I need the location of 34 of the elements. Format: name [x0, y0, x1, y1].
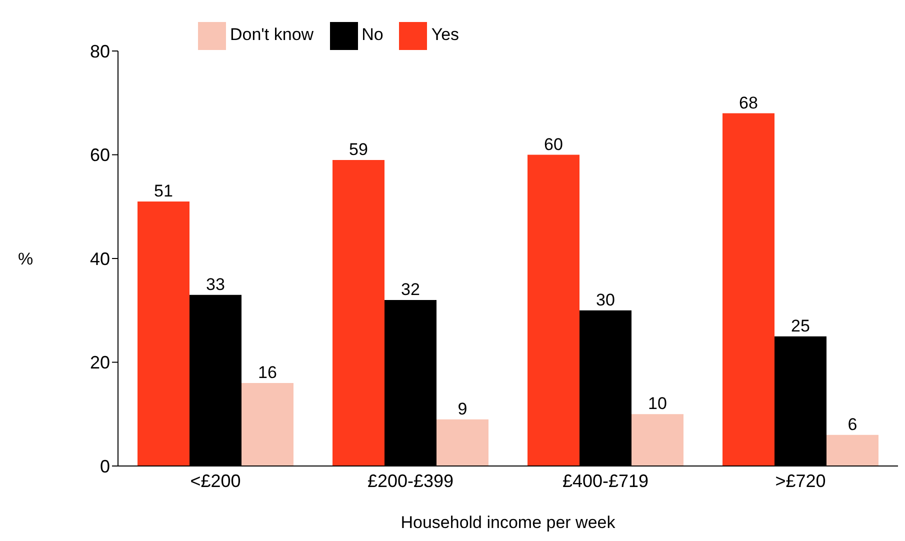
data-label: 9 — [458, 399, 468, 418]
data-label: 59 — [349, 140, 368, 159]
y-tick-label: 0 — [100, 456, 110, 476]
x-tick-label: £200-£399 — [367, 470, 454, 491]
legend-label: Don't know — [230, 25, 314, 44]
bar — [242, 383, 294, 466]
data-label: 60 — [544, 134, 563, 154]
y-tick-label: 20 — [90, 352, 110, 373]
y-tick-label: 60 — [90, 145, 110, 166]
bar — [528, 154, 580, 466]
data-label: 25 — [791, 316, 810, 336]
y-tick-label: 80 — [90, 41, 110, 62]
x-axis-title: Household income per week — [400, 513, 616, 532]
bar — [138, 201, 190, 466]
bar — [826, 434, 878, 466]
legend-label: No — [362, 25, 384, 44]
bar — [332, 160, 384, 466]
data-label: 30 — [596, 290, 615, 310]
data-label: 6 — [848, 414, 858, 434]
data-label: 16 — [258, 363, 277, 382]
data-label: 68 — [739, 93, 758, 112]
y-tick-label: 40 — [90, 248, 110, 269]
y-axis-title: % — [18, 250, 34, 269]
data-label: 10 — [648, 394, 667, 414]
legend-label: Yes — [431, 25, 460, 44]
x-tick-label: <£200 — [190, 470, 241, 491]
data-label: 32 — [401, 280, 420, 299]
bar — [632, 414, 684, 466]
data-label: 51 — [154, 181, 173, 200]
bar — [722, 113, 774, 466]
data-label: 33 — [206, 274, 225, 294]
bar — [436, 419, 488, 466]
x-tick-label: >£720 — [775, 470, 826, 491]
x-tick-label: £400-£719 — [562, 470, 649, 491]
